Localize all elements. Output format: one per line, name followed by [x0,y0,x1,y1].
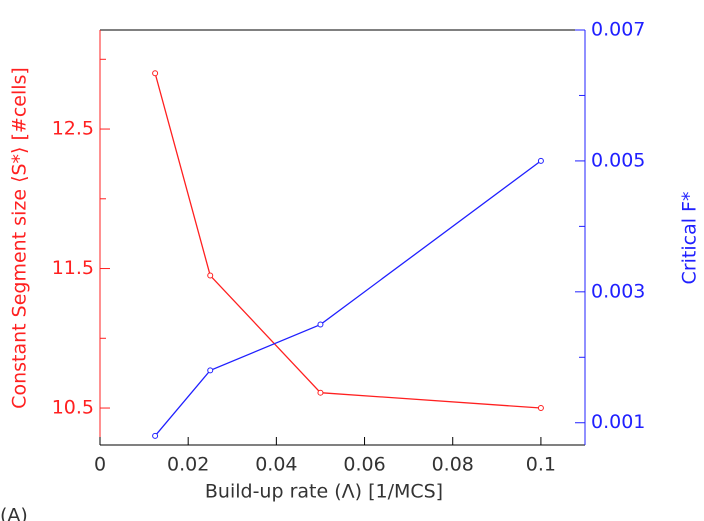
data-point [207,272,214,279]
series-line [154,73,541,409]
y-axis-label: Constant Segment size ⟨S*⟩ [#cells] [9,67,31,409]
data-point [537,157,544,164]
data-point [152,70,159,77]
data-point [207,367,214,374]
x-tick-label: 0 [94,454,106,476]
y2-tick-label: 0.001 [591,411,645,433]
x-tick-label: 0.02 [167,454,209,476]
y2-tick-label: 0.005 [591,149,645,171]
y2-tick-label: 0.007 [591,19,645,41]
x-tick-label: 0.1 [526,454,556,476]
data-point [317,321,324,328]
y2-axis-label: Critical F* [679,192,701,285]
panel-label: (A) [0,505,28,521]
x-tick-label: 0.08 [432,454,474,476]
series-line [154,160,542,437]
x-tick-label: 0.06 [343,454,385,476]
y-tick-label: 12.5 [52,118,94,140]
data-point [152,432,159,439]
x-axis-label: Build-up rate (Λ) [1/MCS] [205,481,443,503]
data-point [537,405,544,412]
data-point [317,389,324,396]
x-tick-label: 0.04 [255,454,297,476]
y-tick-label: 11.5 [52,257,94,279]
y-tick-label: 10.5 [52,397,94,419]
y2-tick-label: 0.003 [591,280,645,302]
